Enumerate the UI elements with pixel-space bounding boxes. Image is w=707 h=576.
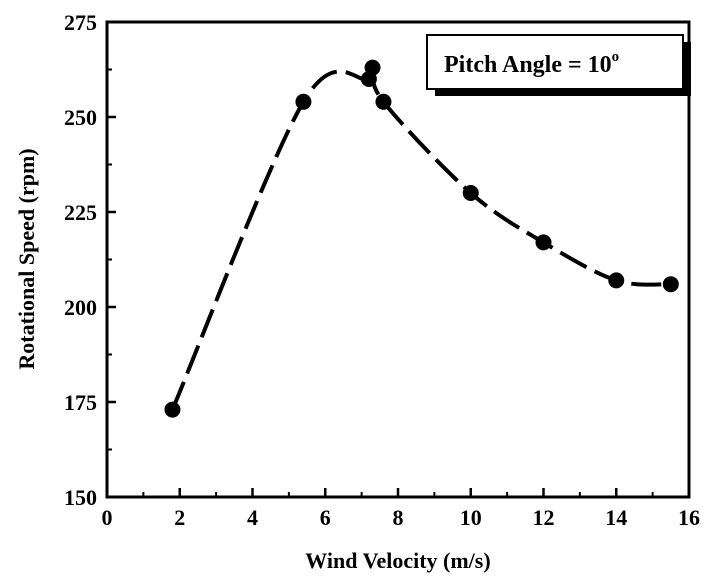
data-point xyxy=(364,59,381,76)
y-tick-label: 175 xyxy=(64,390,97,415)
data-point xyxy=(375,93,392,110)
series-line xyxy=(170,64,671,411)
legend-box: Pitch Angle = 10o xyxy=(426,34,691,96)
x-axis-title: Wind Velocity (m/s) xyxy=(305,548,490,573)
data-point xyxy=(462,185,479,201)
y-tick-label: 150 xyxy=(64,485,97,510)
data-point xyxy=(164,401,181,418)
x-tick-label: 16 xyxy=(678,505,700,530)
data-point xyxy=(295,93,312,110)
y-tick-label: 275 xyxy=(64,10,97,35)
x-tick-label: 12 xyxy=(533,505,555,530)
ticks-layer xyxy=(107,68,654,497)
data-point xyxy=(535,234,552,251)
tick-labels-layer: 0 2 4 6 8 10 12 14 16 150 175 200 225 250 275 xyxy=(64,10,700,530)
markers-layer xyxy=(164,59,679,418)
x-tick-label: 2 xyxy=(174,505,185,530)
y-tick-label: 225 xyxy=(64,200,97,225)
data-point xyxy=(662,276,679,293)
x-tick-label: 10 xyxy=(460,505,482,530)
legend-superscript: o xyxy=(612,49,620,65)
x-tick-label: 14 xyxy=(605,505,627,530)
x-tick-label: 6 xyxy=(320,505,331,530)
legend-text: Pitch Angle = 10o xyxy=(444,49,619,78)
x-tick-label: 0 xyxy=(102,505,113,530)
x-tick-label: 4 xyxy=(247,505,258,530)
y-axis-title: Rotational Speed (rpm) xyxy=(14,148,39,369)
legend-frame xyxy=(426,34,684,90)
y-tick-label: 200 xyxy=(64,295,97,320)
legend-label: Pitch Angle = 10 xyxy=(444,52,612,78)
y-tick-label: 250 xyxy=(64,105,97,130)
x-tick-label: 8 xyxy=(393,505,404,530)
data-point xyxy=(608,272,625,289)
